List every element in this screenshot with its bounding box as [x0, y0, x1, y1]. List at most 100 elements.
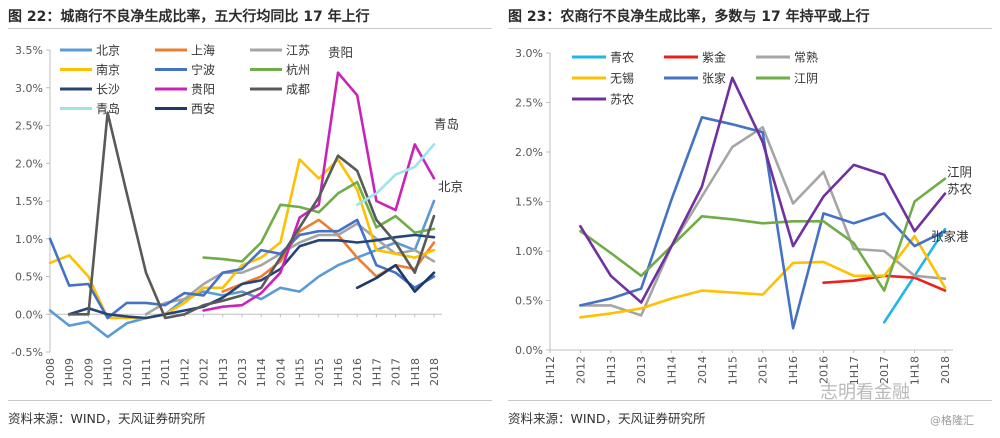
source-divider [508, 400, 992, 401]
series-line-4 [579, 116, 947, 330]
x-tick-label: 2012 [574, 356, 587, 384]
y-tick-label: 3.0% [15, 82, 43, 95]
series-line-8 [67, 111, 436, 320]
x-tick-label: 2010 [121, 358, 134, 386]
x-tick-label: 1H16 [787, 356, 800, 385]
x-tick-label: 1H17 [370, 358, 383, 387]
y-tick-label: 1.5% [515, 196, 543, 209]
series-line-3 [48, 158, 436, 320]
x-tick-label: 2015 [757, 356, 770, 384]
y-tick-label: -0.5% [11, 346, 43, 359]
y-tick-label: 1.5% [15, 195, 43, 208]
legend-label: 青岛 [96, 101, 120, 116]
x-tick-label: 2016 [817, 356, 830, 384]
legend-label: 江阴 [794, 72, 818, 86]
x-tick-label: 2018 [939, 356, 952, 384]
x-tick-label: 2018 [428, 358, 441, 386]
y-tick-label: 0.0% [515, 344, 543, 357]
legend-label: 苏农 [610, 93, 634, 107]
x-tick-label: 1H09 [63, 358, 76, 387]
legend-label: 宁波 [191, 62, 215, 77]
x-tick-label: 2015 [313, 358, 326, 386]
y-tick-label: 3.0% [515, 47, 543, 60]
y-tick-label: 2.5% [15, 120, 43, 133]
legend-label: 无锡 [610, 71, 634, 86]
chart-panel-left: 图 22：城商行不良净生成比率，五大行均同比 17 年上行 -0.5% 0.0% 0… [8, 9, 492, 426]
legend-label: 青农 [610, 51, 634, 65]
x-tick-label: 2017 [390, 358, 403, 386]
series-line-5 [202, 180, 436, 263]
legend-label: 杭州 [286, 62, 310, 77]
x-tick-label: 1H12 [178, 358, 191, 387]
legend-label: 成都 [286, 83, 310, 97]
watermark-credit: @格隆汇 [930, 414, 974, 427]
x-tick-label: 1H10 [102, 358, 115, 387]
x-tick-label: 1H13 [217, 358, 230, 387]
watermark-logo: 志明看金融 [820, 382, 910, 403]
y-tick-label: 0.5% [15, 271, 43, 284]
y-tick-label: 3.5% [15, 44, 43, 57]
y-tick-label: 0.5% [515, 295, 543, 308]
y-tick-label: 0.0% [15, 308, 43, 321]
x-tick-label: 2009 [82, 358, 95, 386]
annotation-label: 苏农 [947, 182, 973, 197]
title-divider [508, 28, 992, 29]
y-tick-label: 2.0% [15, 157, 43, 170]
series-line-3 [579, 234, 947, 319]
series-line-10 [355, 263, 436, 293]
x-tick-label: 1H17 [848, 356, 861, 385]
annotation-label: 青岛 [434, 116, 459, 131]
annotation-label: 贵阳 [328, 45, 353, 60]
source-note: 资料来源：WIND，天风证券研究所 [508, 411, 706, 426]
x-tick-label: 2014 [696, 356, 709, 384]
chart-title: 图 23：农商行不良净生成比率，多数与 17 年持平或上行 [508, 9, 870, 25]
series-line-7 [202, 71, 436, 312]
x-tick-label: 1H18 [909, 356, 922, 385]
x-tick-label: 1H14 [255, 358, 268, 387]
chart-title: 图 22：城商行不良净生成比率，五大行均同比 17 年上行 [8, 9, 370, 25]
legend-label: 张家 [702, 71, 726, 86]
source-divider [8, 400, 492, 401]
y-tick-label: 2.5% [515, 97, 543, 110]
title-divider [8, 28, 492, 29]
x-tick-label: 2011 [159, 358, 172, 386]
series-line-9 [355, 143, 436, 207]
y-tick-label: 1.0% [515, 245, 543, 258]
x-tick-label: 2008 [44, 358, 57, 386]
chart-panel-right: 图 23：农商行不良净生成比率，多数与 17 年持平或上行 0.0% 0.5% 1.… [500, 0, 1000, 438]
annotation-label: 北京 [438, 179, 463, 194]
x-tick-label: 1H14 [666, 356, 679, 385]
x-tick-label: 1H16 [332, 358, 345, 387]
x-tick-label: 1H15 [294, 358, 307, 387]
series-line-4 [48, 218, 436, 320]
line-chart-rural-banks: 0.0% 0.5% 1.0% 1.5% 2.0% 2.5% 3.0% 1H12 2012 1H13… [515, 47, 973, 385]
line-chart-city-banks: -0.5% 0.0% 0.5% 1.0% 1.5% 2.0% 2.5% 3.0% 3.5% 200… [11, 43, 463, 388]
x-tick-label: 2012 [198, 358, 211, 386]
x-tick-label: 2017 [878, 356, 891, 384]
x-tick-label: 1H18 [409, 358, 422, 387]
series-line-1 [221, 218, 436, 293]
x-tick-label: 2013 [236, 358, 249, 386]
annotation-label: 江阴 [947, 165, 972, 180]
legend-label: 南京 [96, 62, 120, 77]
legend-label: 长沙 [96, 83, 120, 97]
annotation-label: 张家港 [931, 229, 969, 244]
legend-label: 上海 [191, 43, 215, 58]
legend-label: 贵阳 [191, 83, 215, 97]
legend-label: 紫金 [702, 50, 726, 65]
x-tick-label: 1H12 [544, 356, 557, 385]
x-tick-label: 2016 [351, 358, 364, 386]
x-tick-label: 2013 [635, 356, 648, 384]
x-tick-label: 1H11 [140, 358, 153, 387]
legend-label: 北京 [96, 44, 120, 58]
y-tick-label: 1.0% [15, 233, 43, 246]
x-tick-label: 2014 [274, 358, 287, 386]
series-line-2 [579, 126, 947, 317]
y-tick-label: 2.0% [515, 146, 543, 159]
series-line-6 [579, 76, 947, 304]
legend-label: 常熟 [794, 50, 818, 65]
source-note: 资料来源：WIND，天风证券研究所 [8, 411, 206, 426]
legend-label: 江苏 [286, 44, 310, 58]
x-tick-label: 1H13 [605, 356, 618, 385]
x-tick-label: 1H15 [726, 356, 739, 385]
